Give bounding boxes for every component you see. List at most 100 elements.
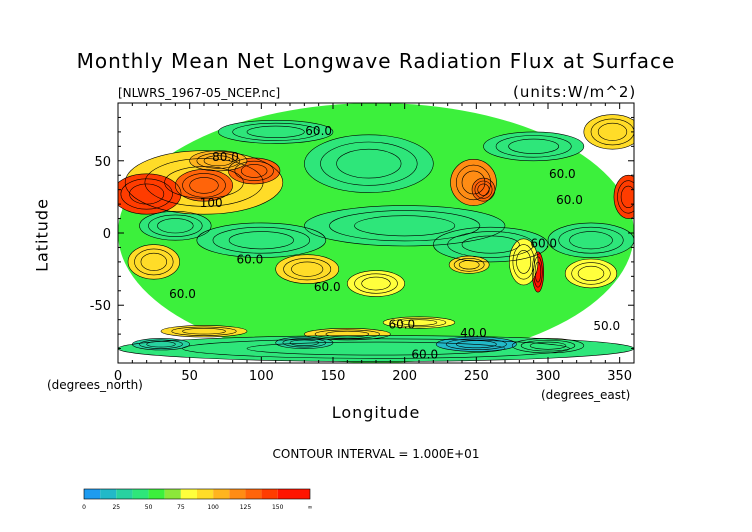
contour-line [391,317,447,328]
contour-line [453,257,485,272]
field-region [132,338,190,350]
contour-line [182,173,226,198]
colorbar-swatch [197,489,214,499]
axes: 0 50 100 150 200 250 300 350 50 0 -50 [90,103,635,384]
field-region [189,150,247,171]
x-tick-label: 0 [114,369,122,384]
field-region [218,120,333,144]
contour-label: 60.0 [237,252,264,266]
contour-line [590,118,634,146]
field-region [275,254,339,284]
contour-line [509,238,539,286]
contour-line [577,265,605,281]
colorbar: 0 25 50 75 100 125 150 ∞ [82,488,313,511]
colorbar-swatch [229,489,246,499]
field-region [483,131,584,161]
contour-lines [118,114,634,362]
x-unit-label: (degrees_east) [541,388,631,402]
contour-line [400,319,438,326]
contour-line [347,270,405,297]
contour-labels: 60.0 80.0 100 60.0 60.0 60.0 60.0 60.0 60.0 60.0 4… [169,124,620,362]
contour-line [516,250,532,274]
contour-line [234,160,274,181]
contour-line [558,226,624,254]
contour-line [218,120,334,144]
contour-label: 80.0 [212,150,239,164]
x-tick-label: 50 [181,369,198,384]
dataset-filename: [NLWRS_1967-05_NCEP.nc] [118,86,281,100]
contour-line [520,339,576,352]
contour-line [458,260,480,270]
contour-line [228,157,281,185]
contour-line [435,336,517,352]
colorbar-tick-label: 50 [145,504,153,511]
colorbar-swatch [261,489,278,499]
contour-line [320,141,418,186]
colorbar-swatch [84,489,101,499]
contour-line [196,222,327,258]
contour-line [329,210,481,242]
x-tick-label: 300 [536,369,561,384]
contour-line [617,180,634,214]
units-label: (units:W/m^2) [513,83,637,101]
colorbar-swatch [213,489,230,499]
contour-line [139,339,183,349]
x-tick-label: 250 [464,369,489,384]
contour-line [228,231,294,250]
contour-line [124,150,284,215]
contour-line [304,134,434,193]
contour-line [382,316,456,329]
colorbar-swatch [277,489,310,499]
contour-line [189,150,248,172]
contour-line [139,211,212,241]
chart-title: Monthly Mean Net Longwave Radiation Flux… [76,49,676,73]
contour-label: 60.0 [169,287,196,301]
contour-line [120,178,173,210]
contour-line [450,159,497,206]
colorbar-swatch [132,489,149,499]
contour-label: 40.0 [460,326,487,340]
colorbar-swatch [164,489,181,499]
contour-label: 50.0 [593,319,620,333]
x-tick-label: 350 [607,369,632,384]
field-region [139,211,212,241]
contour-line [289,339,319,346]
contour-line [569,231,613,250]
field-region [565,259,617,288]
field-region [472,178,495,202]
contour-line [171,326,237,336]
contour-line [240,164,268,178]
contour-line [361,276,391,291]
contour-line [283,257,332,281]
field-region [449,256,490,274]
y-tick-label: 50 [94,155,111,170]
colorbar-swatch [100,489,117,499]
contour-line [620,185,634,209]
field-region [128,244,180,280]
colorbar-swatch [245,489,262,499]
contour-line [132,338,190,351]
contour-line [182,328,226,335]
contour-line [134,248,174,276]
colorbar-tick-label: ∞ [308,504,313,511]
colorbar-swatch [148,489,165,499]
contour-label: 60.0 [411,348,438,362]
contour-line [282,338,327,348]
x-axis-label: Longitude [331,403,421,422]
contour-line [583,114,634,150]
contour-line [474,180,493,199]
field-region [383,316,455,329]
contour-line [461,235,520,254]
contour-line [246,125,305,138]
field-region [175,169,233,202]
contour-label: 60.0 [556,193,583,207]
contour-line [275,254,340,284]
contour-line [144,158,264,207]
contour-line [448,255,490,274]
x-tick-label: 100 [249,369,274,384]
contour-line [455,340,497,349]
colorbar-swatch [116,489,133,499]
x-tick-label: 200 [392,369,417,384]
contour-line [314,329,380,339]
contour-line [212,226,311,254]
